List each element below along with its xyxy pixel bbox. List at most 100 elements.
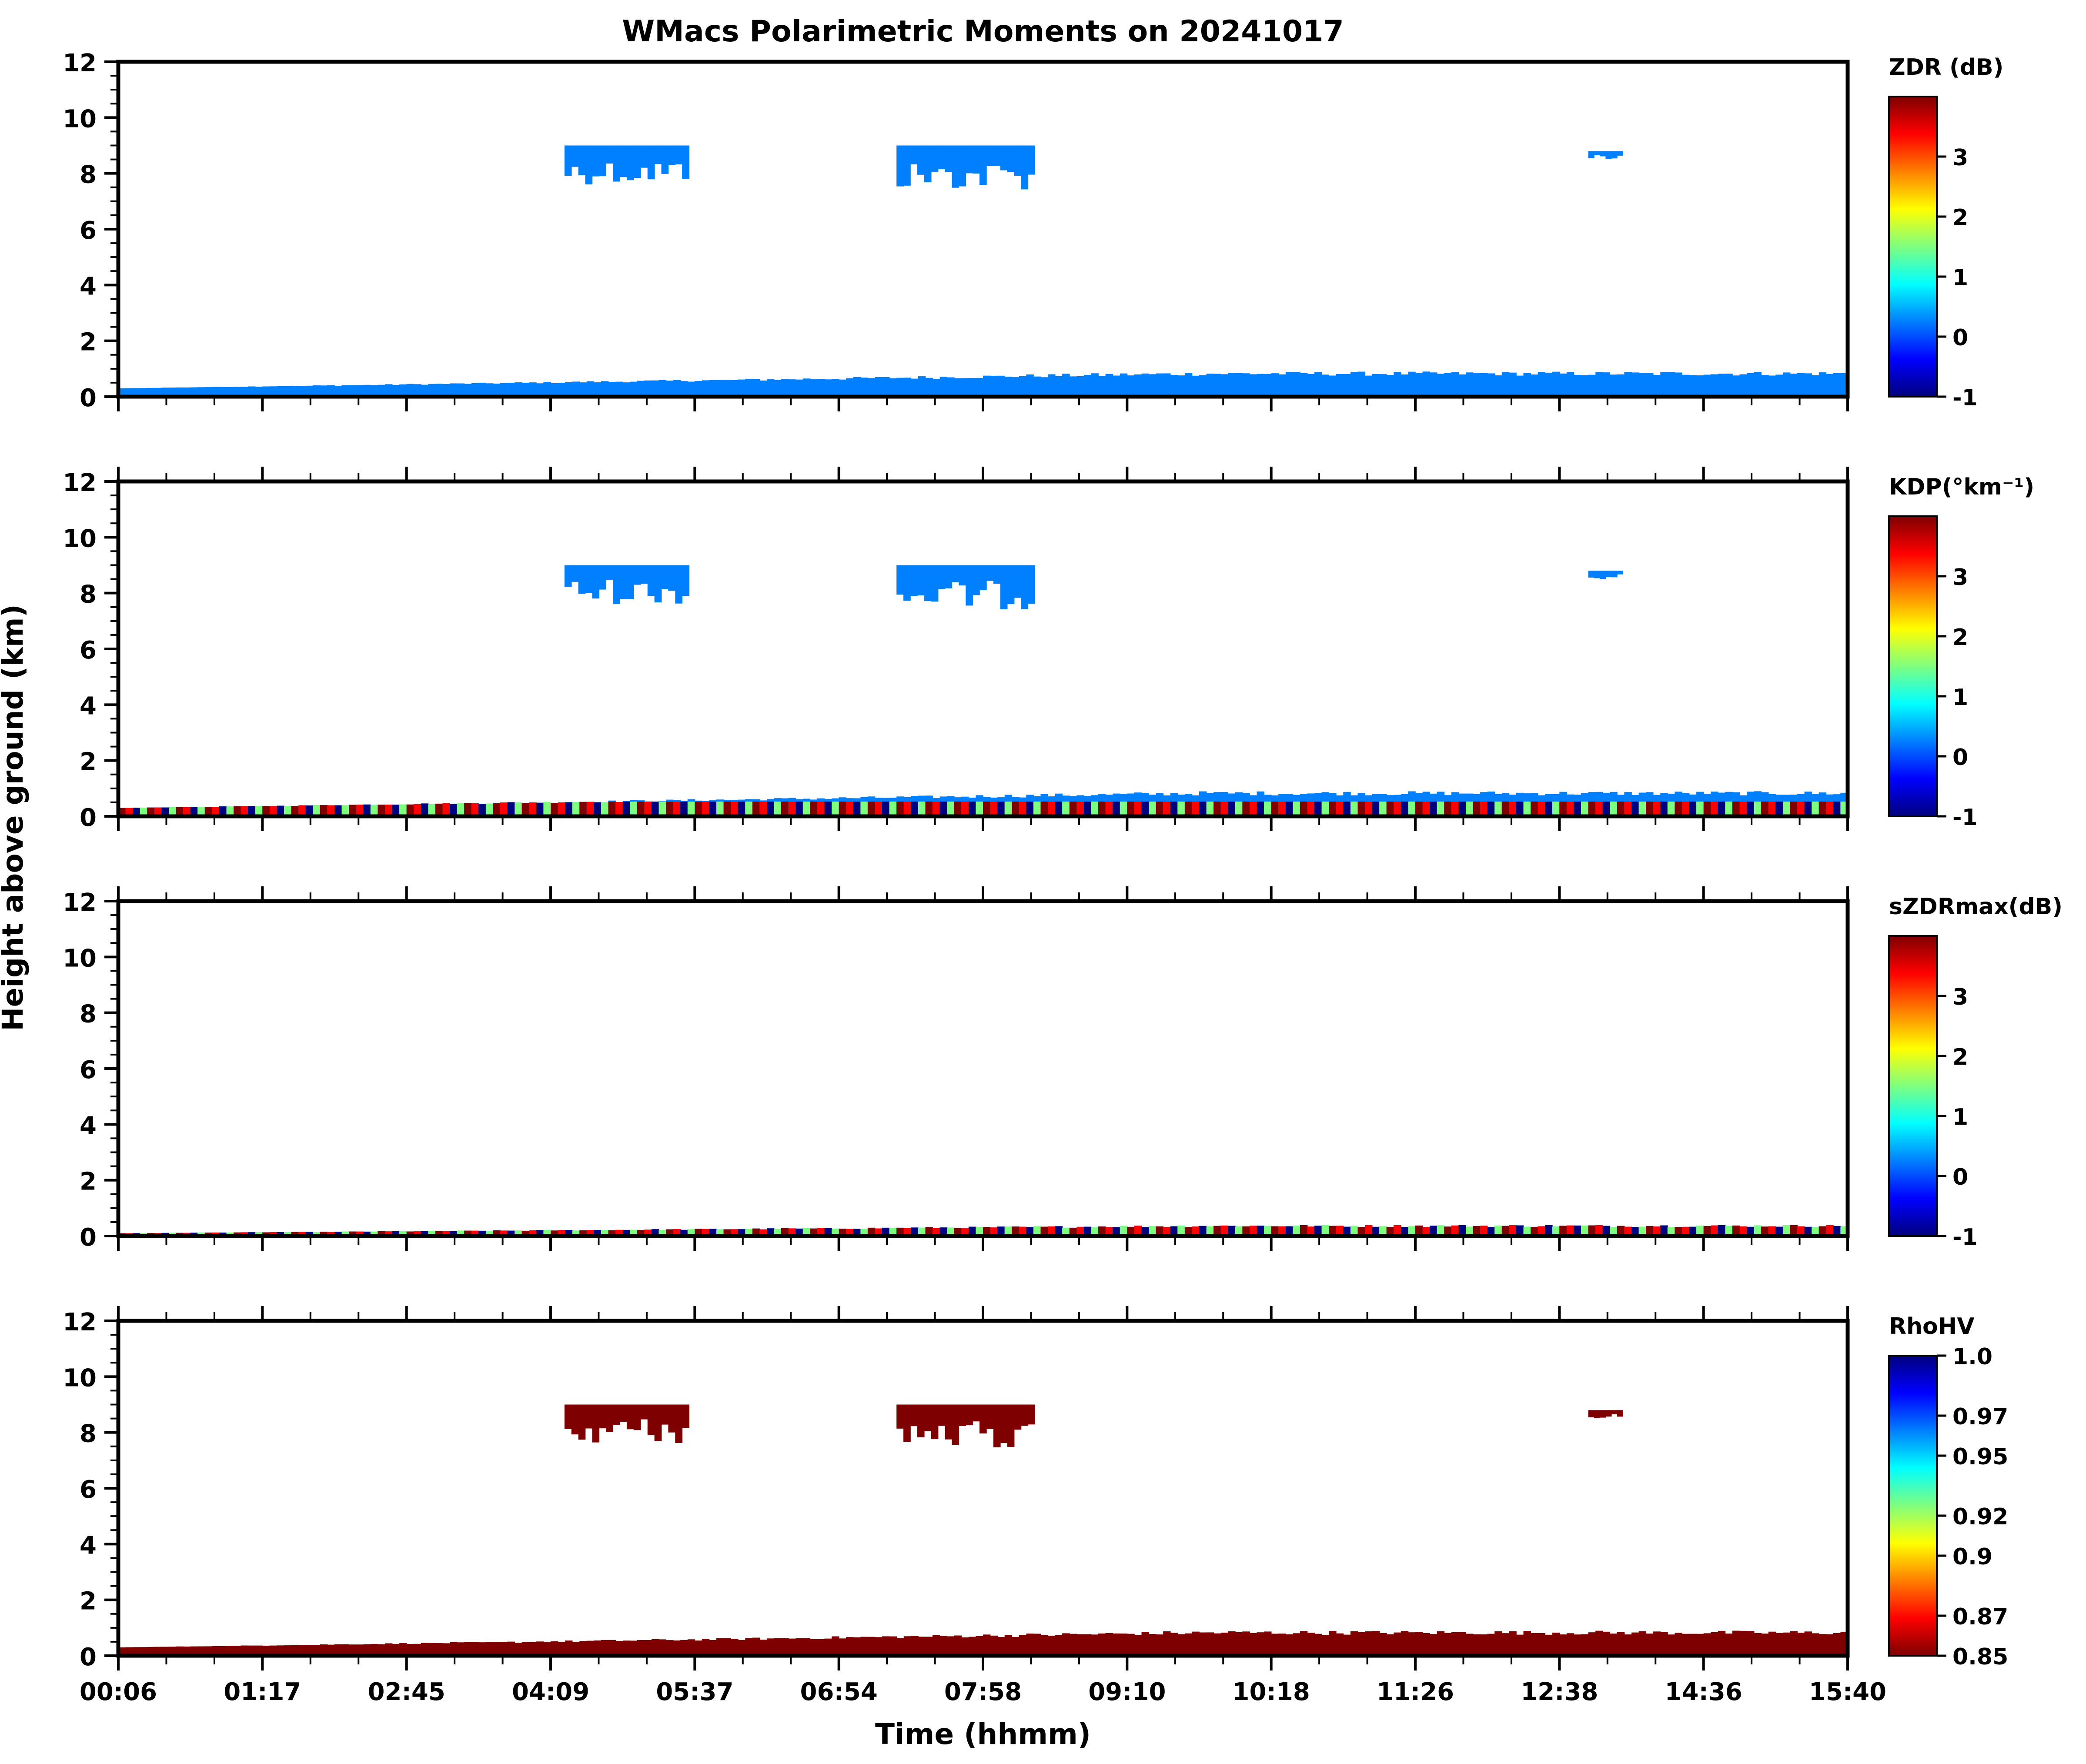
- boundary-layer-detail: [1775, 1226, 1783, 1236]
- boundary-layer-cell: [1588, 1632, 1596, 1656]
- boundary-layer-detail: [334, 1232, 342, 1236]
- boundary-layer-cell: [846, 1637, 854, 1656]
- boundary-layer-cell: [731, 1639, 739, 1656]
- boundary-layer-cell: [716, 1638, 724, 1656]
- boundary-layer-detail: [1660, 802, 1668, 816]
- boundary-layer-detail: [1689, 1226, 1697, 1236]
- boundary-layer-cell: [1069, 376, 1077, 397]
- boundary-layer-detail: [594, 802, 602, 816]
- boundary-layer-cell: [824, 379, 832, 397]
- boundary-layer-cell: [1220, 374, 1229, 397]
- boundary-layer-detail: [1754, 802, 1762, 816]
- boundary-layer-cell: [334, 385, 342, 397]
- boundary-layer-detail: [1430, 802, 1437, 816]
- boundary-layer-cell: [990, 1635, 998, 1656]
- axes-frame: [116, 60, 1850, 399]
- boundary-layer-cell: [1257, 374, 1264, 397]
- cloud-cell: [1007, 565, 1015, 605]
- boundary-layer-cell: [911, 378, 919, 397]
- boundary-layer-cell: [1329, 375, 1337, 397]
- boundary-layer-cell: [752, 1637, 760, 1656]
- boundary-layer-cell: [1480, 1634, 1488, 1656]
- boundary-layer-detail: [464, 803, 472, 816]
- axes-frame: [116, 899, 1850, 1238]
- boundary-layer-cell: [1401, 374, 1409, 397]
- boundary-layer-cell: [1790, 1631, 1798, 1656]
- y-tick-label: 10: [63, 525, 97, 553]
- boundary-layer-detail: [1321, 1225, 1329, 1236]
- colorbar-tick-label: 0.87: [1952, 1604, 2008, 1630]
- boundary-layer-detail: [1235, 1226, 1243, 1236]
- cloud-cell: [592, 145, 600, 177]
- boundary-layer-detail: [334, 805, 342, 816]
- boundary-layer-cell: [320, 1644, 328, 1656]
- cloud-cell: [578, 565, 586, 594]
- boundary-layer-cell: [507, 383, 515, 397]
- boundary-layer-cell: [248, 1645, 256, 1656]
- boundary-layer-detail: [1552, 802, 1560, 816]
- feature-cloud-1: [896, 1404, 1036, 1447]
- boundary-layer-cell: [1271, 1634, 1279, 1656]
- boundary-layer-cell: [738, 1640, 746, 1656]
- boundary-layer-detail: [673, 802, 681, 816]
- cloud-cell: [578, 145, 586, 175]
- boundary-layer-cell: [1523, 373, 1531, 397]
- boundary-layer-cell: [234, 387, 241, 397]
- boundary-layer-detail: [414, 1231, 421, 1236]
- boundary-layer-cell: [594, 382, 602, 397]
- boundary-layer-detail: [1307, 1226, 1315, 1236]
- boundary-layer-cell: [313, 385, 321, 397]
- boundary-layer-cell: [284, 386, 292, 397]
- boundary-layer-cell: [1350, 371, 1358, 397]
- boundary-layer-cell: [1120, 373, 1128, 397]
- boundary-layer-detail: [212, 807, 220, 816]
- boundary-layer-detail: [846, 802, 854, 816]
- boundary-layer-cell: [954, 378, 962, 397]
- boundary-layer-detail: [1199, 1226, 1207, 1236]
- boundary-layer-cell: [1408, 371, 1416, 397]
- boundary-layer-detail: [911, 802, 919, 816]
- boundary-layer-detail: [1631, 802, 1639, 816]
- boundary-layer-detail: [1653, 1226, 1661, 1236]
- boundary-layer-cell: [723, 1638, 731, 1656]
- x-tick-label: 11:26: [1377, 1678, 1454, 1706]
- boundary-layer-detail: [1271, 1226, 1279, 1236]
- boundary-layer-detail: [882, 1227, 890, 1236]
- boundary-layer-detail: [262, 806, 270, 816]
- boundary-layer-detail: [1170, 1226, 1178, 1236]
- boundary-layer-cell: [161, 1647, 169, 1656]
- boundary-layer-cell: [1300, 373, 1308, 397]
- boundary-layer-detail: [1775, 802, 1783, 816]
- boundary-layer-detail: [1120, 1226, 1128, 1236]
- cloud-cell: [1588, 571, 1595, 578]
- boundary-layer-cell: [269, 386, 277, 397]
- boundary-layer-cell: [500, 383, 508, 397]
- boundary-layer-cell: [1127, 375, 1135, 397]
- boundary-layer-detail: [1494, 802, 1502, 816]
- boundary-layer-cell: [860, 1637, 868, 1656]
- boundary-layer-cell: [666, 381, 674, 397]
- boundary-layer-cell: [1775, 1633, 1783, 1656]
- boundary-layer-detail: [1105, 1227, 1113, 1236]
- boundary-layer-detail: [990, 1227, 998, 1236]
- boundary-layer-cell: [947, 377, 955, 397]
- boundary-layer-detail: [896, 802, 904, 816]
- boundary-layer-cell: [442, 384, 450, 397]
- boundary-layer-cell: [1192, 375, 1200, 397]
- boundary-layer-cell: [1638, 373, 1646, 397]
- cloud-cell: [1594, 1410, 1600, 1418]
- boundary-layer-detail: [1797, 802, 1805, 816]
- boundary-layer-detail: [1826, 1225, 1834, 1236]
- boundary-layer-cell: [1804, 1631, 1812, 1656]
- boundary-layer-detail: [1566, 1225, 1575, 1236]
- boundary-layer-detail: [1329, 802, 1337, 816]
- boundary-layer-detail: [666, 802, 674, 816]
- boundary-layer-cell: [1336, 374, 1344, 397]
- boundary-layer-cell: [1040, 377, 1048, 397]
- boundary-layer-detail: [1819, 802, 1827, 816]
- boundary-layer-cell: [594, 1640, 602, 1656]
- boundary-layer-detail: [1206, 802, 1214, 816]
- boundary-layer-detail: [687, 802, 695, 816]
- cloud-cell: [959, 565, 966, 586]
